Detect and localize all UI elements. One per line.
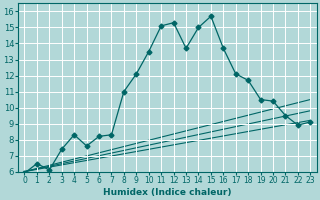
X-axis label: Humidex (Indice chaleur): Humidex (Indice chaleur) [103,188,232,197]
